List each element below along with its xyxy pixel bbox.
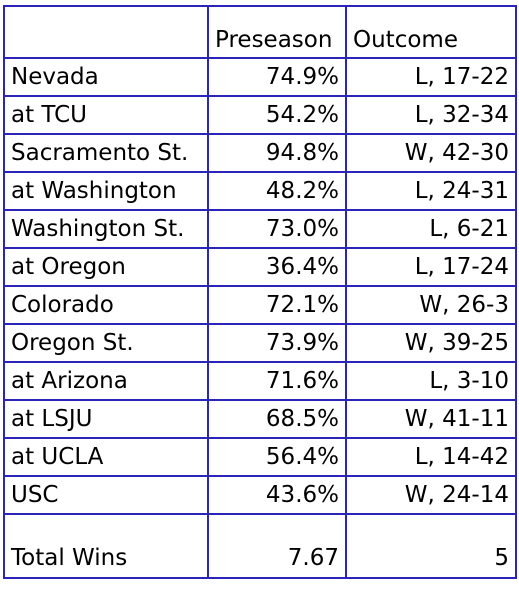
preseason-cell: 68.5% (207, 399, 347, 439)
table-row: at Washington 48.2% L, 24-31 (3, 171, 517, 211)
preseason-cell: 48.2% (207, 171, 347, 211)
schedule-table-body: Preseason Outcome Nevada 74.9% L, 17-22 … (3, 5, 517, 579)
total-outcome: 5 (345, 513, 517, 579)
table-row: Washington St. 73.0% L, 6-21 (3, 209, 517, 249)
outcome-cell: L, 17-24 (345, 247, 517, 287)
opponent-cell: at Washington (3, 171, 209, 211)
preseason-cell: 72.1% (207, 285, 347, 325)
outcome-cell: L, 3-10 (345, 361, 517, 401)
opponent-cell: USC (3, 475, 209, 515)
opponent-cell: at TCU (3, 95, 209, 135)
header-row: Preseason Outcome (3, 5, 517, 59)
opponent-cell: Colorado (3, 285, 209, 325)
preseason-cell: 71.6% (207, 361, 347, 401)
header-preseason: Preseason (207, 5, 347, 59)
preseason-cell: 36.4% (207, 247, 347, 287)
table-row: at LSJU 68.5% W, 41-11 (3, 399, 517, 439)
preseason-cell: 54.2% (207, 95, 347, 135)
schedule-table: Preseason Outcome Nevada 74.9% L, 17-22 … (3, 5, 517, 579)
outcome-cell: W, 26-3 (345, 285, 517, 325)
preseason-cell: 73.0% (207, 209, 347, 249)
outcome-cell: L, 6-21 (345, 209, 517, 249)
table-row: at Oregon 36.4% L, 17-24 (3, 247, 517, 287)
table-row: at UCLA 56.4% L, 14-42 (3, 437, 517, 477)
table-row: at TCU 54.2% L, 32-34 (3, 95, 517, 135)
table-row: at Arizona 71.6% L, 3-10 (3, 361, 517, 401)
opponent-cell: at LSJU (3, 399, 209, 439)
outcome-cell: L, 32-34 (345, 95, 517, 135)
table-row: Sacramento St. 94.8% W, 42-30 (3, 133, 517, 173)
preseason-cell: 73.9% (207, 323, 347, 363)
table-row: Nevada 74.9% L, 17-22 (3, 57, 517, 97)
opponent-cell: at UCLA (3, 437, 209, 477)
outcome-cell: W, 39-25 (345, 323, 517, 363)
outcome-cell: L, 17-22 (345, 57, 517, 97)
outcome-cell: L, 14-42 (345, 437, 517, 477)
total-label: Total Wins (3, 513, 209, 579)
preseason-cell: 94.8% (207, 133, 347, 173)
preseason-cell: 43.6% (207, 475, 347, 515)
table-row: USC 43.6% W, 24-14 (3, 475, 517, 515)
opponent-cell: Washington St. (3, 209, 209, 249)
outcome-cell: L, 24-31 (345, 171, 517, 211)
opponent-cell: Oregon St. (3, 323, 209, 363)
opponent-cell: at Oregon (3, 247, 209, 287)
outcome-cell: W, 24-14 (345, 475, 517, 515)
opponent-cell: Nevada (3, 57, 209, 97)
opponent-cell: Sacramento St. (3, 133, 209, 173)
header-opponent (3, 5, 209, 59)
preseason-cell: 56.4% (207, 437, 347, 477)
outcome-cell: W, 42-30 (345, 133, 517, 173)
table-row: Colorado 72.1% W, 26-3 (3, 285, 517, 325)
header-outcome: Outcome (345, 5, 517, 59)
opponent-cell: at Arizona (3, 361, 209, 401)
outcome-cell: W, 41-11 (345, 399, 517, 439)
total-preseason: 7.67 (207, 513, 347, 579)
total-row: Total Wins 7.67 5 (3, 513, 517, 579)
table-row: Oregon St. 73.9% W, 39-25 (3, 323, 517, 363)
preseason-cell: 74.9% (207, 57, 347, 97)
